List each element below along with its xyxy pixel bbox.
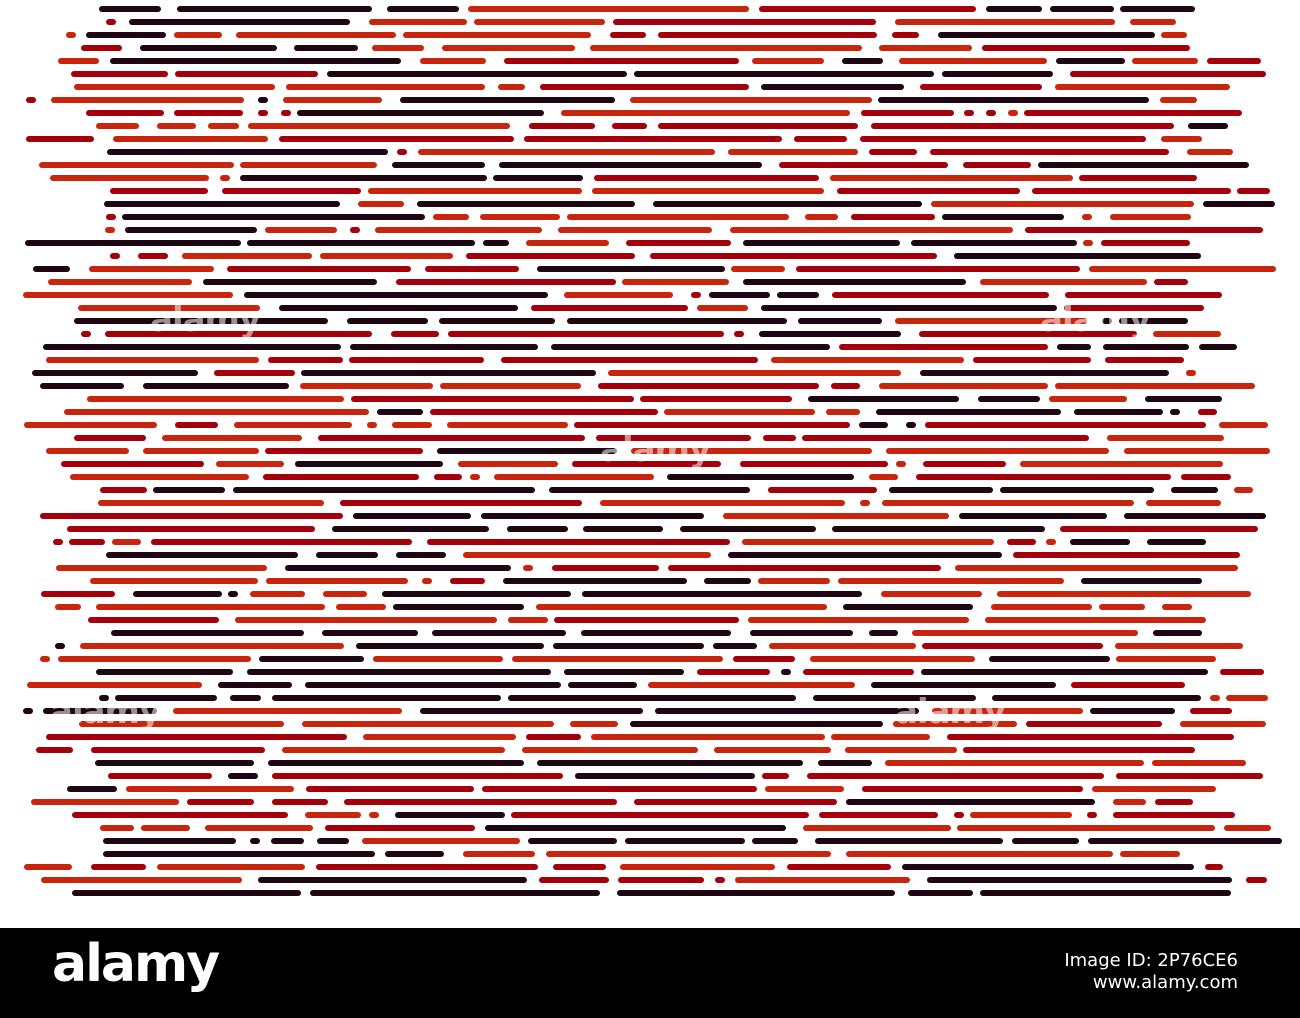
site-url: www.alamy.com (1092, 972, 1238, 993)
image-id-label: Image ID: (1064, 950, 1152, 971)
brand-logo: alamy (52, 934, 220, 994)
footer-bar: alamy Image ID: 2P76CE6 www.alamy.com (0, 928, 1300, 1018)
footer-info: Image ID: 2P76CE6 www.alamy.com (1064, 950, 1238, 994)
image-id-line: Image ID: 2P76CE6 (1064, 950, 1238, 972)
image-id: 2P76CE6 (1157, 950, 1238, 971)
abstract-line-artwork (23, 6, 1282, 896)
